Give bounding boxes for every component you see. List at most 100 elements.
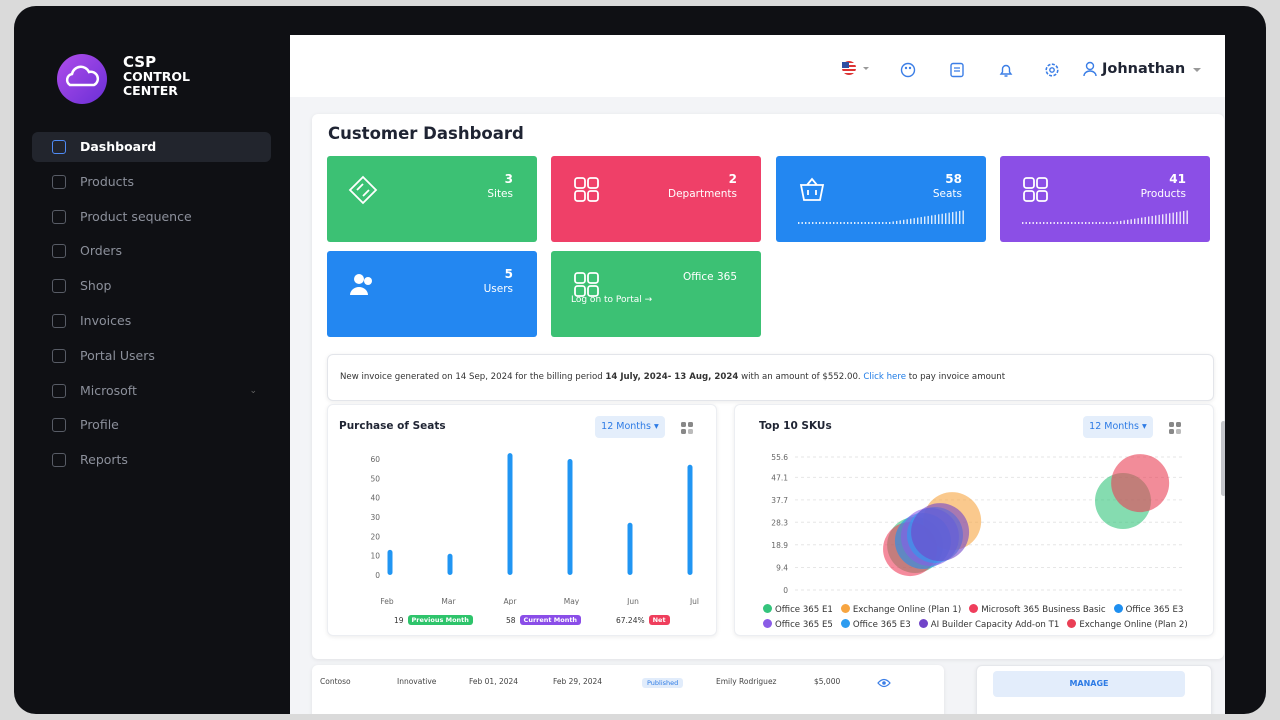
legend-label: Office 365 E3 — [1125, 605, 1184, 615]
sparkline-tick — [1148, 216, 1150, 224]
notice-tail: to pay invoice amount — [908, 372, 1006, 382]
user-caret[interactable] — [1192, 67, 1202, 73]
legend-item[interactable]: Office 365 E1 — [763, 603, 833, 618]
menu-item[interactable]: Products — [32, 167, 271, 197]
portal-link[interactable]: Log on to Portal → — [571, 295, 653, 305]
legend-item[interactable]: Office 365 E3 — [1113, 603, 1184, 618]
menu-item[interactable]: Dashboard — [32, 132, 271, 162]
summary-badge: Current Month — [519, 615, 582, 625]
chart-menu-icon[interactable] — [1168, 421, 1182, 435]
legend-label: AI Builder Capacity Add-on T1 — [930, 620, 1060, 630]
period-dropdown[interactable]: 12 Months — [595, 416, 665, 438]
sparkline-tick — [805, 222, 807, 224]
tile-label: Products — [1140, 188, 1186, 200]
skus-chart-card: Top 10 SKUs 12 Months 0 9.4 18.9 28.3 37.7 47.1… — [734, 404, 1214, 636]
table-cell: $5,000 — [814, 677, 841, 686]
y-tick-label: 30 — [370, 513, 380, 522]
bubble[interactable] — [911, 503, 970, 562]
menu-item[interactable]: Reports — [32, 445, 271, 475]
legend-item[interactable]: AI Builder Capacity Add-on T1 — [918, 618, 1060, 633]
settings-icon[interactable] — [1044, 62, 1060, 78]
icon-cell — [1176, 429, 1181, 434]
sparkline-tick — [1186, 210, 1188, 224]
tile-value: 41 — [1169, 172, 1186, 186]
menu-item[interactable]: Product sequence — [32, 202, 271, 232]
legend-item[interactable]: Exchange Online (Plan 2) — [1067, 618, 1188, 633]
sparkline-tick — [889, 222, 891, 224]
sparkline-tick — [1074, 222, 1076, 224]
palette-icon[interactable] — [900, 62, 916, 78]
legend-item[interactable]: Exchange Online (Plan 1) — [840, 603, 961, 618]
logo-icon — [57, 54, 107, 104]
manage-card: MANAGE — [976, 665, 1212, 714]
menu-label: Profile — [80, 417, 119, 433]
sparkline-tick — [854, 222, 856, 224]
stat-tile[interactable]: 58 Seats — [776, 156, 986, 242]
icon-shape — [574, 177, 586, 189]
manage-button[interactable]: MANAGE — [993, 671, 1185, 697]
user-icon[interactable] — [1082, 61, 1098, 77]
sparkline-tick — [1102, 222, 1104, 224]
menu-item[interactable]: Portal Users — [32, 341, 271, 371]
sparkline-tick — [1039, 222, 1041, 224]
sparkline-tick — [1151, 215, 1153, 224]
menu-item[interactable]: Invoices — [32, 306, 271, 336]
menu-item[interactable]: Shop — [32, 271, 271, 301]
icon-shape — [1036, 190, 1048, 202]
legend-label: Exchange Online (Plan 2) — [1079, 620, 1188, 630]
y-tick-label: 40 — [370, 494, 380, 503]
menu-label: Microsoft — [80, 382, 137, 398]
sparkline-tick — [1165, 213, 1167, 224]
sparkline-tick — [885, 222, 887, 224]
menu-item[interactable]: Profile — [32, 410, 271, 440]
y-tick-label: 10 — [370, 552, 380, 561]
y-tick-label: 55.6 — [771, 453, 788, 462]
brand-line: CONTROL — [123, 68, 191, 84]
icon-shape — [350, 287, 368, 295]
legend-item[interactable]: Office 365 E5 — [763, 618, 833, 633]
notes-icon[interactable] — [949, 62, 965, 78]
menu-item[interactable]: Orders — [32, 236, 271, 266]
legend-swatch — [1067, 619, 1077, 628]
period-dropdown[interactable]: 12 Months — [1083, 416, 1153, 438]
y-tick-label: 60 — [370, 455, 380, 464]
menu-icon — [52, 209, 66, 224]
sparkline-tick — [836, 222, 838, 224]
bubble[interactable] — [1111, 454, 1170, 513]
chart-menu-icon[interactable] — [680, 421, 694, 435]
sparkline-tick — [924, 216, 926, 224]
stat-tile[interactable]: 2 Departments — [551, 156, 761, 242]
tile-label: Departments — [667, 188, 737, 200]
tile-icon — [574, 177, 599, 202]
sparkline-tick — [1172, 212, 1174, 224]
legend-item[interactable]: Microsoft 365 Business Basic — [969, 603, 1106, 618]
summary-value: 58 — [506, 616, 516, 625]
legend-swatch — [763, 604, 772, 613]
sparkline-tick — [1123, 220, 1125, 224]
sparkline-tick — [1106, 222, 1108, 224]
tile-icon — [350, 274, 372, 295]
sparkline-tick — [934, 214, 936, 224]
sparkline-tick — [1022, 222, 1024, 224]
notice-link[interactable]: Click here — [863, 372, 906, 382]
menu-label: Dashboard — [80, 139, 157, 154]
icon-shape — [348, 175, 378, 205]
sparkline-tick — [868, 222, 870, 224]
legend-item[interactable]: Office 365 E3 — [840, 618, 911, 633]
menu-icon — [52, 348, 66, 363]
stat-tile[interactable]: 3 Sites — [327, 156, 537, 242]
language-flag[interactable] — [840, 61, 870, 75]
legend: Office 365 E1 Exchange Online (Plan 1) Mic… — [763, 603, 1203, 633]
tile-value: 3 — [504, 172, 513, 186]
sparkline-tick — [1162, 214, 1164, 224]
sparkline-tick — [826, 222, 828, 224]
user-name[interactable]: Johnathan — [1102, 61, 1186, 77]
menu-item[interactable]: Microsoft ⌄ — [32, 376, 271, 406]
icon-cell — [681, 422, 686, 427]
stat-tile[interactable]: 41 Products — [1000, 156, 1210, 242]
portal-tile[interactable]: Office 365 Log on to Portal → — [551, 251, 761, 337]
menu-icon — [52, 174, 66, 189]
bell-icon[interactable] — [998, 62, 1014, 78]
view-icon[interactable] — [877, 678, 891, 688]
stat-tile[interactable]: 5 Users — [327, 251, 537, 337]
